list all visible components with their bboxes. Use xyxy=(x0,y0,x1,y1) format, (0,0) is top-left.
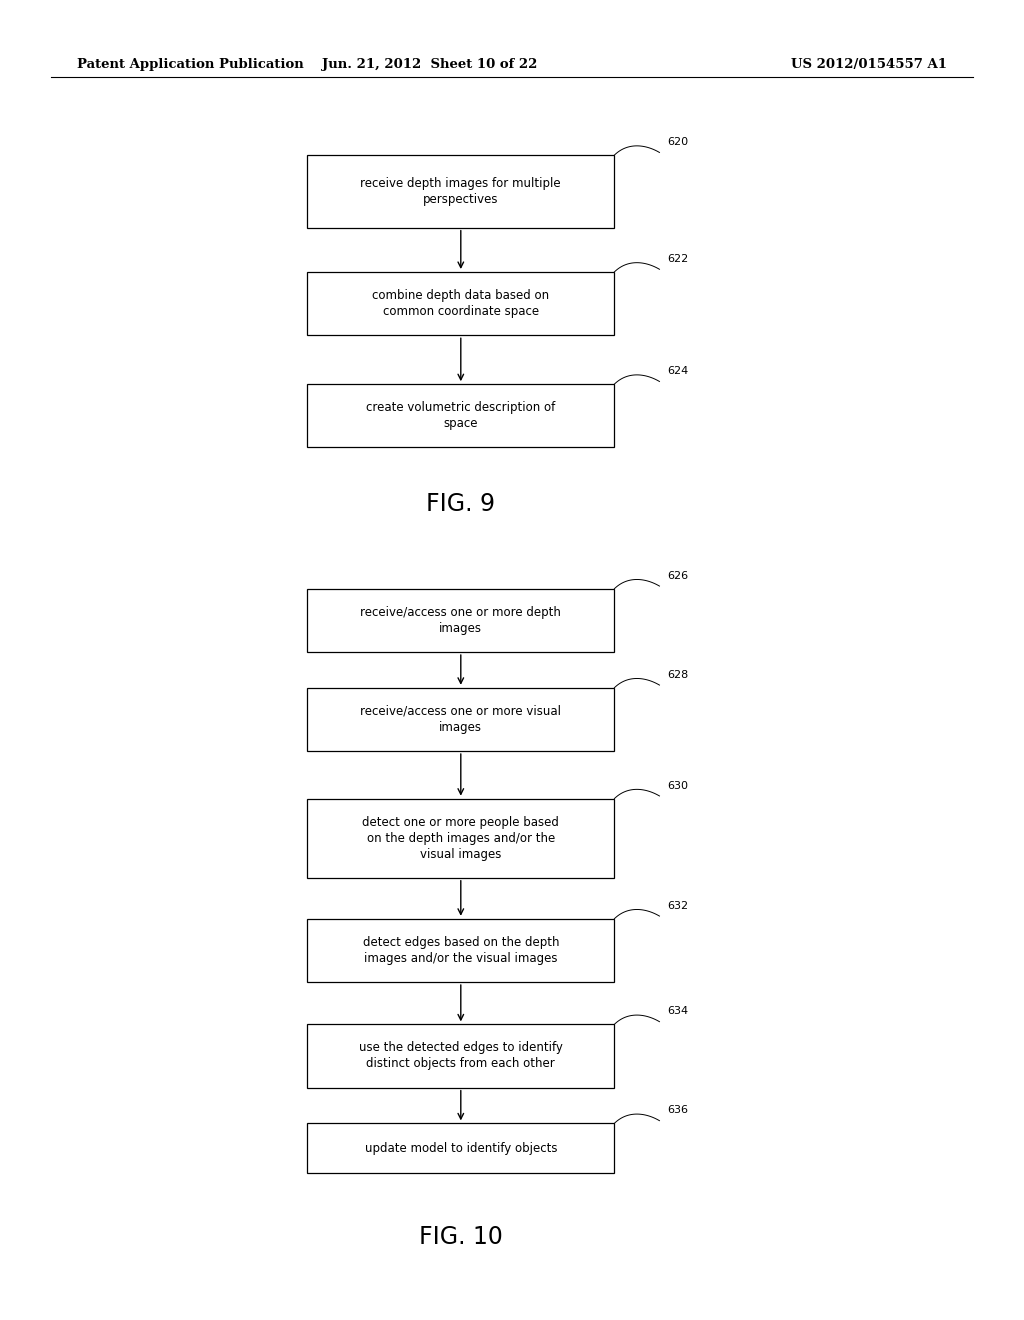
Text: 630: 630 xyxy=(668,780,689,791)
Text: US 2012/0154557 A1: US 2012/0154557 A1 xyxy=(792,58,947,71)
Text: use the detected edges to identify
distinct objects from each other: use the detected edges to identify disti… xyxy=(358,1041,563,1071)
Text: Jun. 21, 2012  Sheet 10 of 22: Jun. 21, 2012 Sheet 10 of 22 xyxy=(323,58,538,71)
Text: create volumetric description of
space: create volumetric description of space xyxy=(367,401,555,430)
FancyBboxPatch shape xyxy=(307,1024,614,1088)
Text: 622: 622 xyxy=(668,253,689,264)
Text: receive/access one or more depth
images: receive/access one or more depth images xyxy=(360,606,561,635)
Text: 624: 624 xyxy=(668,366,689,376)
Text: FIG. 9: FIG. 9 xyxy=(426,492,496,516)
Text: 632: 632 xyxy=(668,900,689,911)
FancyBboxPatch shape xyxy=(307,688,614,751)
FancyBboxPatch shape xyxy=(307,154,614,227)
Text: 628: 628 xyxy=(668,669,689,680)
FancyBboxPatch shape xyxy=(307,384,614,447)
Text: 634: 634 xyxy=(668,1006,689,1016)
Text: receive/access one or more visual
images: receive/access one or more visual images xyxy=(360,705,561,734)
Text: receive depth images for multiple
perspectives: receive depth images for multiple perspe… xyxy=(360,177,561,206)
Text: 626: 626 xyxy=(668,570,689,581)
Text: Patent Application Publication: Patent Application Publication xyxy=(77,58,303,71)
FancyBboxPatch shape xyxy=(307,589,614,652)
FancyBboxPatch shape xyxy=(307,919,614,982)
Text: combine depth data based on
common coordinate space: combine depth data based on common coord… xyxy=(373,289,549,318)
Text: detect edges based on the depth
images and/or the visual images: detect edges based on the depth images a… xyxy=(362,936,559,965)
FancyBboxPatch shape xyxy=(307,272,614,335)
Text: update model to identify objects: update model to identify objects xyxy=(365,1142,557,1155)
Text: detect one or more people based
on the depth images and/or the
visual images: detect one or more people based on the d… xyxy=(362,816,559,861)
Text: FIG. 10: FIG. 10 xyxy=(419,1225,503,1249)
FancyBboxPatch shape xyxy=(307,799,614,878)
Text: 620: 620 xyxy=(668,137,689,147)
Text: 636: 636 xyxy=(668,1105,689,1115)
FancyBboxPatch shape xyxy=(307,1123,614,1173)
